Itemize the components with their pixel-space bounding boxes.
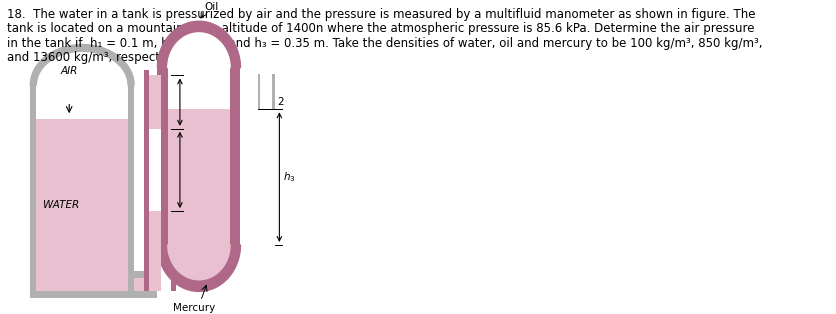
Text: 2: 2: [277, 97, 283, 107]
Bar: [149, 129, 161, 211]
Text: and 13600 kg/m³, respectively: and 13600 kg/m³, respectively: [7, 51, 188, 64]
Bar: [257, 73, 260, 109]
Polygon shape: [157, 21, 240, 68]
Bar: [167, 109, 230, 245]
Bar: [230, 68, 240, 245]
Polygon shape: [167, 245, 230, 280]
Bar: [199, 68, 209, 245]
Bar: [219, 68, 230, 245]
Text: $h_3$: $h_3$: [283, 170, 295, 184]
Text: tank is located on a mountain at an altitude of 1400n where the atmospheric pres: tank is located on a mountain at an alti…: [7, 22, 753, 35]
Text: AIR: AIR: [60, 66, 78, 76]
Polygon shape: [30, 45, 134, 85]
Text: in the tank if  h₁ = 0.1 m, h₂ = 0.2 m and h₃ = 0.35 m. Take the densities of wa: in the tank if h₁ = 0.1 m, h₂ = 0.2 m an…: [7, 37, 762, 50]
Text: 18.  The water in a tank is pressurized by air and the pressure is measured by a: 18. The water in a tank is pressurized b…: [7, 8, 755, 21]
Bar: [36, 119, 128, 291]
Polygon shape: [167, 33, 230, 68]
Bar: [30, 85, 36, 298]
Text: $h_2$: $h_2$: [183, 163, 196, 177]
Bar: [171, 70, 176, 291]
Bar: [144, 70, 149, 291]
Bar: [128, 271, 156, 278]
Bar: [149, 211, 161, 291]
Bar: [273, 73, 275, 109]
Bar: [128, 278, 156, 291]
Bar: [128, 291, 156, 298]
Bar: [167, 68, 230, 109]
Text: Oil: Oil: [204, 2, 218, 12]
Bar: [149, 75, 161, 129]
Bar: [128, 85, 134, 298]
Text: WATER: WATER: [43, 200, 79, 210]
Text: Mercury: Mercury: [173, 303, 216, 313]
Bar: [157, 68, 167, 245]
Text: $h_1$: $h_1$: [183, 95, 196, 109]
Polygon shape: [157, 245, 240, 291]
Bar: [30, 291, 134, 298]
